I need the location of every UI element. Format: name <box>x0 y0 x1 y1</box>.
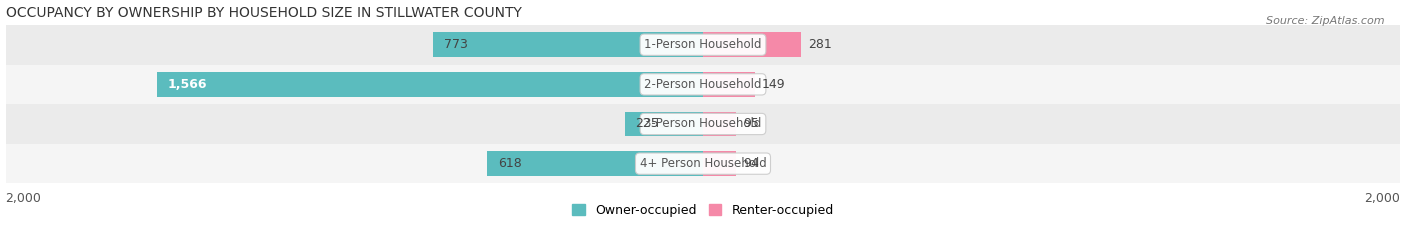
Bar <box>157 72 703 97</box>
Text: 4+ Person Household: 4+ Person Household <box>640 157 766 170</box>
Text: 225: 225 <box>636 117 659 130</box>
Bar <box>6 144 1400 183</box>
Text: 2,000: 2,000 <box>6 192 41 205</box>
Text: OCCUPANCY BY OWNERSHIP BY HOUSEHOLD SIZE IN STILLWATER COUNTY: OCCUPANCY BY OWNERSHIP BY HOUSEHOLD SIZE… <box>6 6 522 20</box>
Bar <box>624 112 703 136</box>
Bar <box>6 25 1400 65</box>
Text: 149: 149 <box>762 78 786 91</box>
Text: 1-Person Household: 1-Person Household <box>644 38 762 51</box>
Text: 2,000: 2,000 <box>1365 192 1400 205</box>
Bar <box>6 65 1400 104</box>
Text: 95: 95 <box>744 117 759 130</box>
Bar <box>703 72 755 97</box>
Bar <box>433 32 703 57</box>
Text: 281: 281 <box>808 38 832 51</box>
Text: 1,566: 1,566 <box>167 78 207 91</box>
Text: 3-Person Household: 3-Person Household <box>644 117 762 130</box>
Bar <box>703 151 735 176</box>
Text: Source: ZipAtlas.com: Source: ZipAtlas.com <box>1267 16 1385 26</box>
Bar <box>6 104 1400 144</box>
Text: 94: 94 <box>742 157 758 170</box>
Text: 773: 773 <box>444 38 468 51</box>
Bar <box>703 32 801 57</box>
Bar <box>488 151 703 176</box>
Legend: Owner-occupied, Renter-occupied: Owner-occupied, Renter-occupied <box>568 199 838 222</box>
Text: 2-Person Household: 2-Person Household <box>644 78 762 91</box>
Bar <box>703 112 737 136</box>
Text: 618: 618 <box>498 157 522 170</box>
